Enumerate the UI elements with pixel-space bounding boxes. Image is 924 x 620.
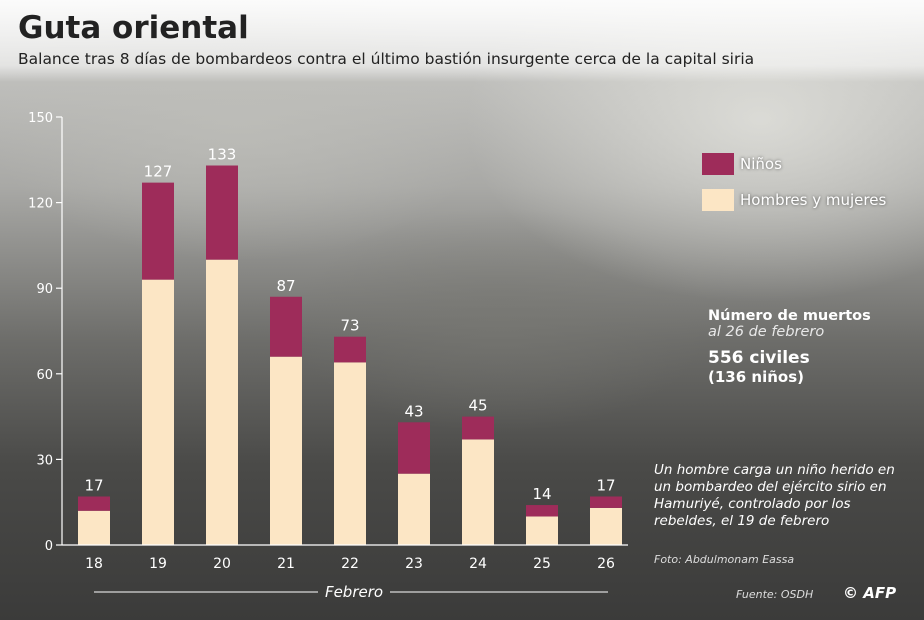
photo-credit: Foto: Abdulmonam Eassa (654, 553, 795, 566)
bar-total-label: 17 (84, 476, 103, 494)
bar-segment-children (398, 422, 430, 474)
x-tick-label: 21 (277, 556, 295, 572)
bar-segment-adults (78, 510, 110, 545)
legend-label-adults: Hombres y mujeres (740, 191, 887, 209)
legend-item-adults: Hombres y mujeres (702, 189, 886, 211)
bar-total-label: 127 (144, 163, 173, 181)
y-tick-label: 0 (45, 539, 53, 554)
bar-segment-children (270, 296, 302, 357)
death-toll-summary: Número de muertos al 26 de febrero 556 c… (708, 308, 871, 386)
bar-segment-children (334, 336, 366, 363)
bar-segment-children (526, 505, 558, 517)
bar-total-label: 17 (596, 476, 615, 494)
y-tick-label: 90 (36, 282, 53, 297)
bar-total-label: 43 (404, 402, 423, 420)
summary-date: al 26 de febrero (708, 324, 825, 340)
bar-segment-adults (206, 259, 238, 545)
x-axis: 18 19 20 21 22 23 24 25 26 Febrero (62, 544, 628, 601)
x-axis-title: Febrero (325, 583, 383, 601)
y-tick-label: 150 (28, 111, 53, 126)
bars: 17 127 133 87 73 43 45 14 17 (78, 146, 622, 545)
x-tick-label: 23 (405, 556, 423, 572)
agency-logo: © AFP (843, 584, 897, 602)
y-tick-label: 60 (36, 368, 53, 383)
page-title: Guta oriental (18, 10, 249, 46)
x-tick-label: 24 (469, 556, 487, 572)
bar-segment-adults (334, 362, 366, 545)
summary-title: Número de muertos (708, 308, 871, 324)
bar-segment-adults (270, 356, 302, 545)
summary-children: (136 niños) (708, 368, 804, 386)
header-band (0, 0, 924, 82)
y-tick-label: 30 (36, 453, 53, 468)
legend-item-children: Niños (702, 153, 782, 175)
x-tick-label: 19 (149, 556, 167, 572)
legend-label-children: Niños (740, 155, 782, 173)
bar-total-label: 87 (276, 277, 295, 295)
page-subtitle: Balance tras 8 días de bombardeos contra… (18, 50, 755, 68)
bar-total-label: 14 (532, 485, 551, 503)
x-tick-label: 26 (597, 556, 615, 572)
bar-total-label: 133 (208, 146, 237, 164)
x-tick-label: 18 (85, 556, 103, 572)
bar-segment-children (590, 496, 622, 508)
bar-segment-adults (462, 439, 494, 545)
y-tick-label: 120 (28, 197, 53, 212)
x-tick-label: 22 (341, 556, 359, 572)
source-note: Fuente: OSDH (736, 588, 814, 601)
bar-segment-adults (590, 507, 622, 545)
bar-total-label: 73 (340, 317, 359, 335)
summary-total: 556 civiles (708, 348, 810, 368)
bar-segment-children (142, 182, 174, 280)
bar-segment-children (78, 496, 110, 511)
legend-swatch-adults (702, 189, 734, 211)
bar-segment-adults (142, 279, 174, 545)
x-tick-label: 25 (533, 556, 551, 572)
bar-total-label: 45 (468, 397, 487, 415)
bar-segment-adults (398, 473, 430, 545)
bar-segment-children (206, 165, 238, 260)
legend-swatch-children (702, 153, 734, 175)
x-tick-label: 20 (213, 556, 231, 572)
bar-segment-children (462, 416, 494, 440)
photo-caption: Un hombre carga un niño herido en un bom… (654, 462, 895, 529)
y-axis: 0 30 60 90 120 150 (28, 111, 63, 554)
bar-segment-adults (526, 516, 558, 545)
